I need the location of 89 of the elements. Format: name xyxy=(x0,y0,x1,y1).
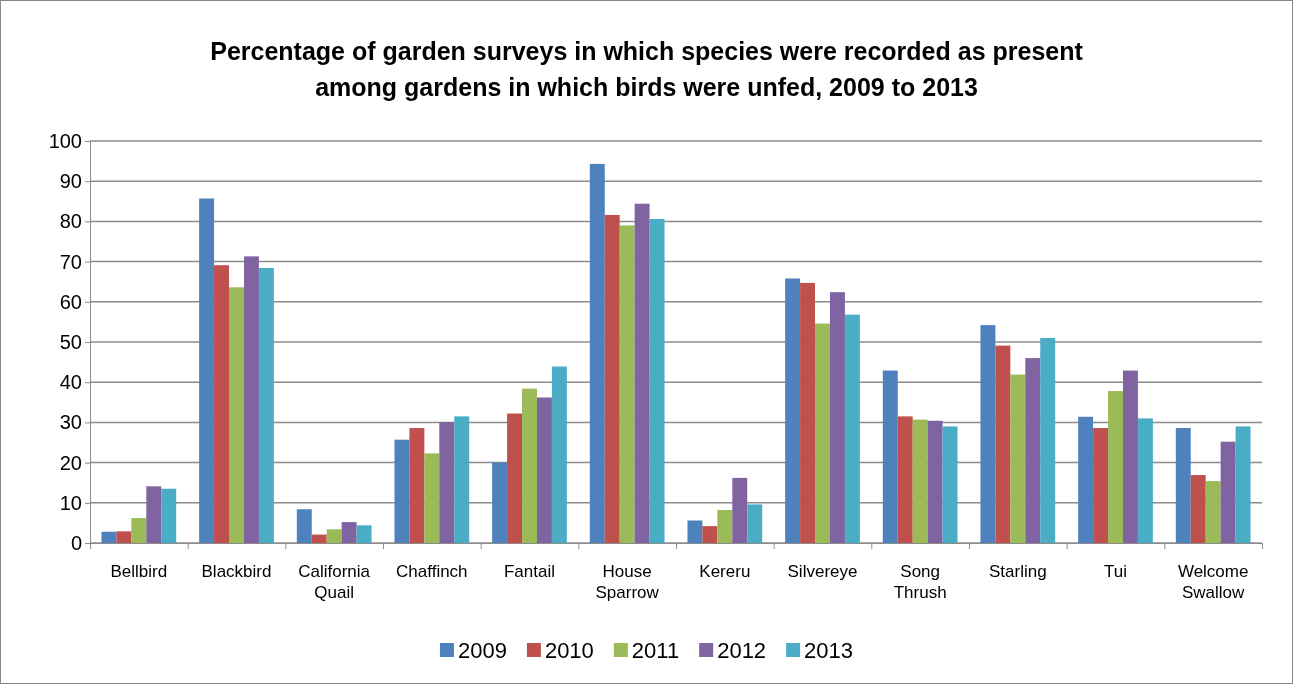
bar xyxy=(980,325,996,543)
bar xyxy=(927,420,943,543)
y-tick-label: 30 xyxy=(59,411,82,434)
y-tick-label: 70 xyxy=(59,250,82,273)
legend-label: 2010 xyxy=(544,638,594,663)
bar xyxy=(604,214,620,543)
y-tick-label: 60 xyxy=(59,290,82,313)
bar xyxy=(747,504,763,543)
bar xyxy=(214,265,230,543)
bar xyxy=(199,198,215,543)
legend-label: 2009 xyxy=(457,638,507,663)
bar xyxy=(454,416,470,543)
bar xyxy=(829,292,845,543)
bar xyxy=(1205,481,1221,543)
bar xyxy=(897,416,913,543)
x-tick-label: Song Thrush xyxy=(893,562,947,602)
bar xyxy=(1040,337,1056,543)
bar xyxy=(995,345,1011,543)
bar xyxy=(942,426,958,543)
bar xyxy=(702,526,718,543)
y-tick-label: 80 xyxy=(59,210,82,233)
bar xyxy=(341,522,357,543)
bar xyxy=(1093,428,1109,543)
bar xyxy=(732,477,748,543)
bar xyxy=(1220,441,1236,543)
bar xyxy=(1190,475,1206,543)
bar xyxy=(131,518,147,543)
bar xyxy=(1025,358,1041,543)
bar xyxy=(326,529,342,543)
bar xyxy=(492,462,508,543)
y-tick-label: 10 xyxy=(59,491,82,514)
bar xyxy=(800,282,816,543)
bar xyxy=(1235,426,1251,543)
x-tick-label: Chaffinch xyxy=(396,562,468,581)
bar xyxy=(394,439,410,543)
x-tick-label: Kereru xyxy=(699,562,751,581)
bar xyxy=(649,218,665,543)
bar xyxy=(844,314,860,543)
bar xyxy=(101,531,117,543)
bar xyxy=(1108,391,1123,543)
bar xyxy=(1010,374,1026,543)
bar xyxy=(356,525,372,543)
chart-title: Percentage of garden surveys in which species were recorded as present among gardens in which birds were unfed, 2009 to 2013 xyxy=(210,37,1084,101)
y-tick-label: 40 xyxy=(59,371,82,394)
bar xyxy=(1078,416,1094,543)
bar xyxy=(522,388,537,543)
bar xyxy=(634,203,650,543)
bar xyxy=(116,531,132,543)
bar xyxy=(424,453,440,543)
bar xyxy=(815,323,830,543)
bar xyxy=(619,225,635,543)
bar xyxy=(146,486,162,543)
bar xyxy=(507,413,523,543)
x-tick-label: House Sparrow xyxy=(595,562,660,602)
bar xyxy=(258,268,274,543)
x-tick-label: Starling xyxy=(989,562,1047,581)
y-tick-label: 50 xyxy=(59,330,82,353)
bar xyxy=(912,419,928,543)
legend-label: 2011 xyxy=(631,638,680,663)
x-tick-label: Bellbird xyxy=(110,562,168,581)
bar xyxy=(311,534,327,543)
bar xyxy=(1122,370,1138,543)
y-tick-label: 20 xyxy=(59,451,82,474)
bar xyxy=(882,370,898,543)
bar xyxy=(551,366,567,543)
bar xyxy=(439,422,455,543)
bar xyxy=(785,278,801,543)
x-tick-label: Blackbird xyxy=(201,562,272,581)
bar xyxy=(229,287,244,543)
x-tick-label: Silvereye xyxy=(787,562,858,581)
bar xyxy=(296,509,312,543)
y-tick-label: 90 xyxy=(59,170,82,193)
bar xyxy=(1137,418,1153,543)
bar xyxy=(536,397,552,543)
legend-label: 2013 xyxy=(804,638,854,663)
bar xyxy=(589,163,605,543)
x-tick-label: Fantail xyxy=(503,562,556,581)
bar xyxy=(243,256,259,543)
legend-label: 2012 xyxy=(717,638,767,663)
x-tick-label: Welcome Swallow xyxy=(1177,562,1249,602)
bar xyxy=(717,510,733,543)
y-tick-label: 100 xyxy=(48,129,82,152)
bar xyxy=(409,428,425,543)
bar xyxy=(687,520,703,543)
bar xyxy=(161,488,177,543)
x-tick-label: Tui xyxy=(1104,562,1127,581)
x-tick-label: California Quail xyxy=(298,562,371,602)
y-tick-label: 0 xyxy=(70,531,82,554)
bar xyxy=(1175,428,1191,543)
